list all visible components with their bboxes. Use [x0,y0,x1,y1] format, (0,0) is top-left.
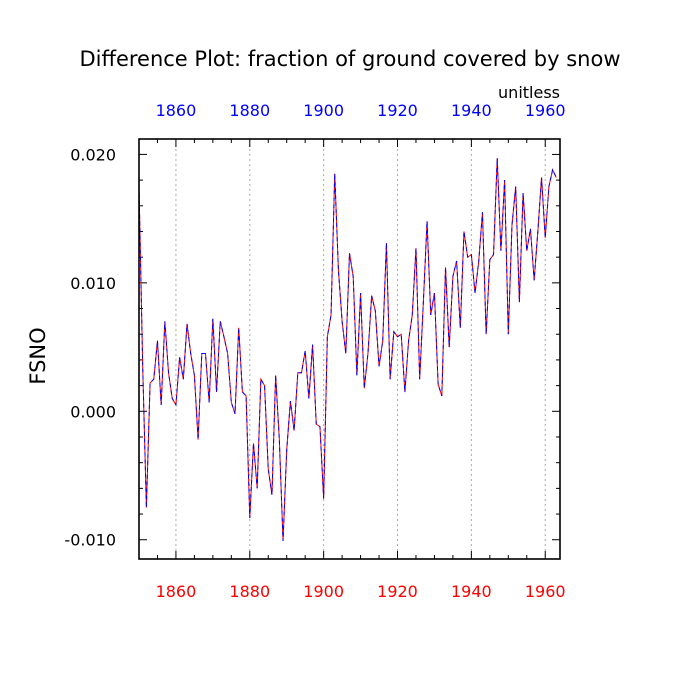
y-tick-label: -0.010 [64,531,116,550]
x-tick-label-top: 1920 [377,101,418,120]
x-tick-label-bottom: 1960 [525,582,566,601]
series-line-blue [138,158,557,542]
tick-labels: 1860 1860 1880 1880 1900 1900 1920 1920 1940 1940… [64,101,565,601]
data-series [138,158,557,542]
series-line-red [138,158,557,542]
chart-title: Difference Plot: fraction of ground cove… [79,47,620,71]
x-tick-label-top: 1880 [229,101,270,120]
x-tick-label-bottom: 1880 [229,582,270,601]
units-label: unitless [498,83,560,102]
plot-frame [138,138,561,560]
x-tick-label-bottom: 1860 [156,582,197,601]
x-tick-label-bottom: 1940 [451,582,492,601]
x-tick-label-bottom: 1920 [377,582,418,601]
y-tick-label: 0.000 [70,402,116,421]
axis-ticks [138,139,560,559]
x-tick-label-bottom: 1900 [303,582,344,601]
grid-lines [175,139,546,559]
y-tick-label: 0.010 [70,274,116,293]
y-tick-label: 0.020 [70,145,116,164]
y-axis-label: FSNO [26,327,50,384]
x-tick-label-top: 1940 [451,101,492,120]
x-tick-label-top: 1860 [156,101,197,120]
x-tick-label-top: 1960 [525,101,566,120]
x-tick-label-top: 1900 [303,101,344,120]
